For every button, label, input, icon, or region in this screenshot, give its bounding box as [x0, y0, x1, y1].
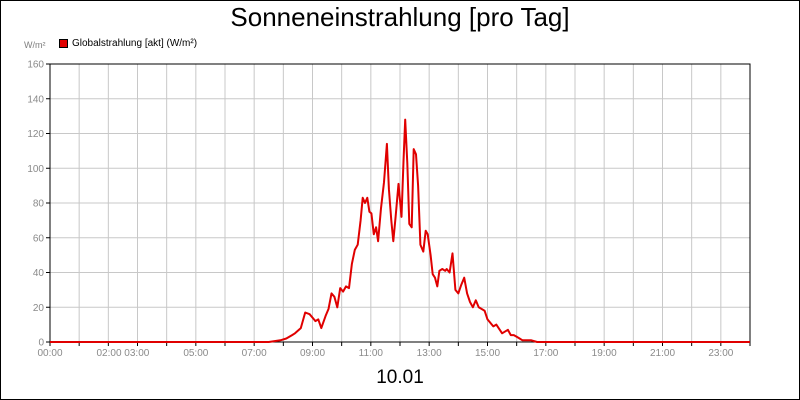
y-tick-label: 40 [33, 268, 45, 279]
y-axis-unit-label: W/m² [24, 40, 46, 50]
legend: Globalstrahlung [akt] (W/m²) [59, 38, 197, 49]
series-line [50, 118, 750, 343]
x-tick-label: 13:00 [417, 348, 442, 359]
x-tick-label: 21:00 [650, 348, 675, 359]
legend-swatch [59, 39, 68, 48]
y-tick-label: 0 [38, 338, 44, 349]
x-tick-label: 09:00 [300, 348, 325, 359]
y-tick-label: 100 [27, 164, 44, 175]
x-tick-label: 02:00 03:00 [97, 348, 150, 359]
y-tick-label: 160 [27, 60, 44, 71]
x-tick-label: 23:00 [708, 348, 733, 359]
x-tick-label: 19:00 [592, 348, 617, 359]
x-tick-label: 15:00 [475, 348, 500, 359]
x-tick-label: 05:00 [183, 348, 208, 359]
y-tick-label: 60 [33, 233, 45, 244]
y-tick-label: 140 [27, 94, 44, 105]
x-tick-label: 17:00 [533, 348, 558, 359]
y-tick-label: 80 [33, 199, 45, 210]
x-tick-label: 07:00 [242, 348, 267, 359]
x-tick-label: 00:00 [37, 348, 62, 359]
chart-title: Sonneneinstrahlung [pro Tag] [230, 2, 570, 32]
x-tick-label: 11:00 [359, 348, 384, 359]
y-tick-label: 120 [27, 129, 44, 140]
legend-label: Globalstrahlung [akt] (W/m²) [72, 38, 198, 49]
y-tick-label: 20 [33, 303, 45, 314]
date-label: 10.01 [376, 367, 424, 388]
plot-area-border [49, 63, 751, 343]
